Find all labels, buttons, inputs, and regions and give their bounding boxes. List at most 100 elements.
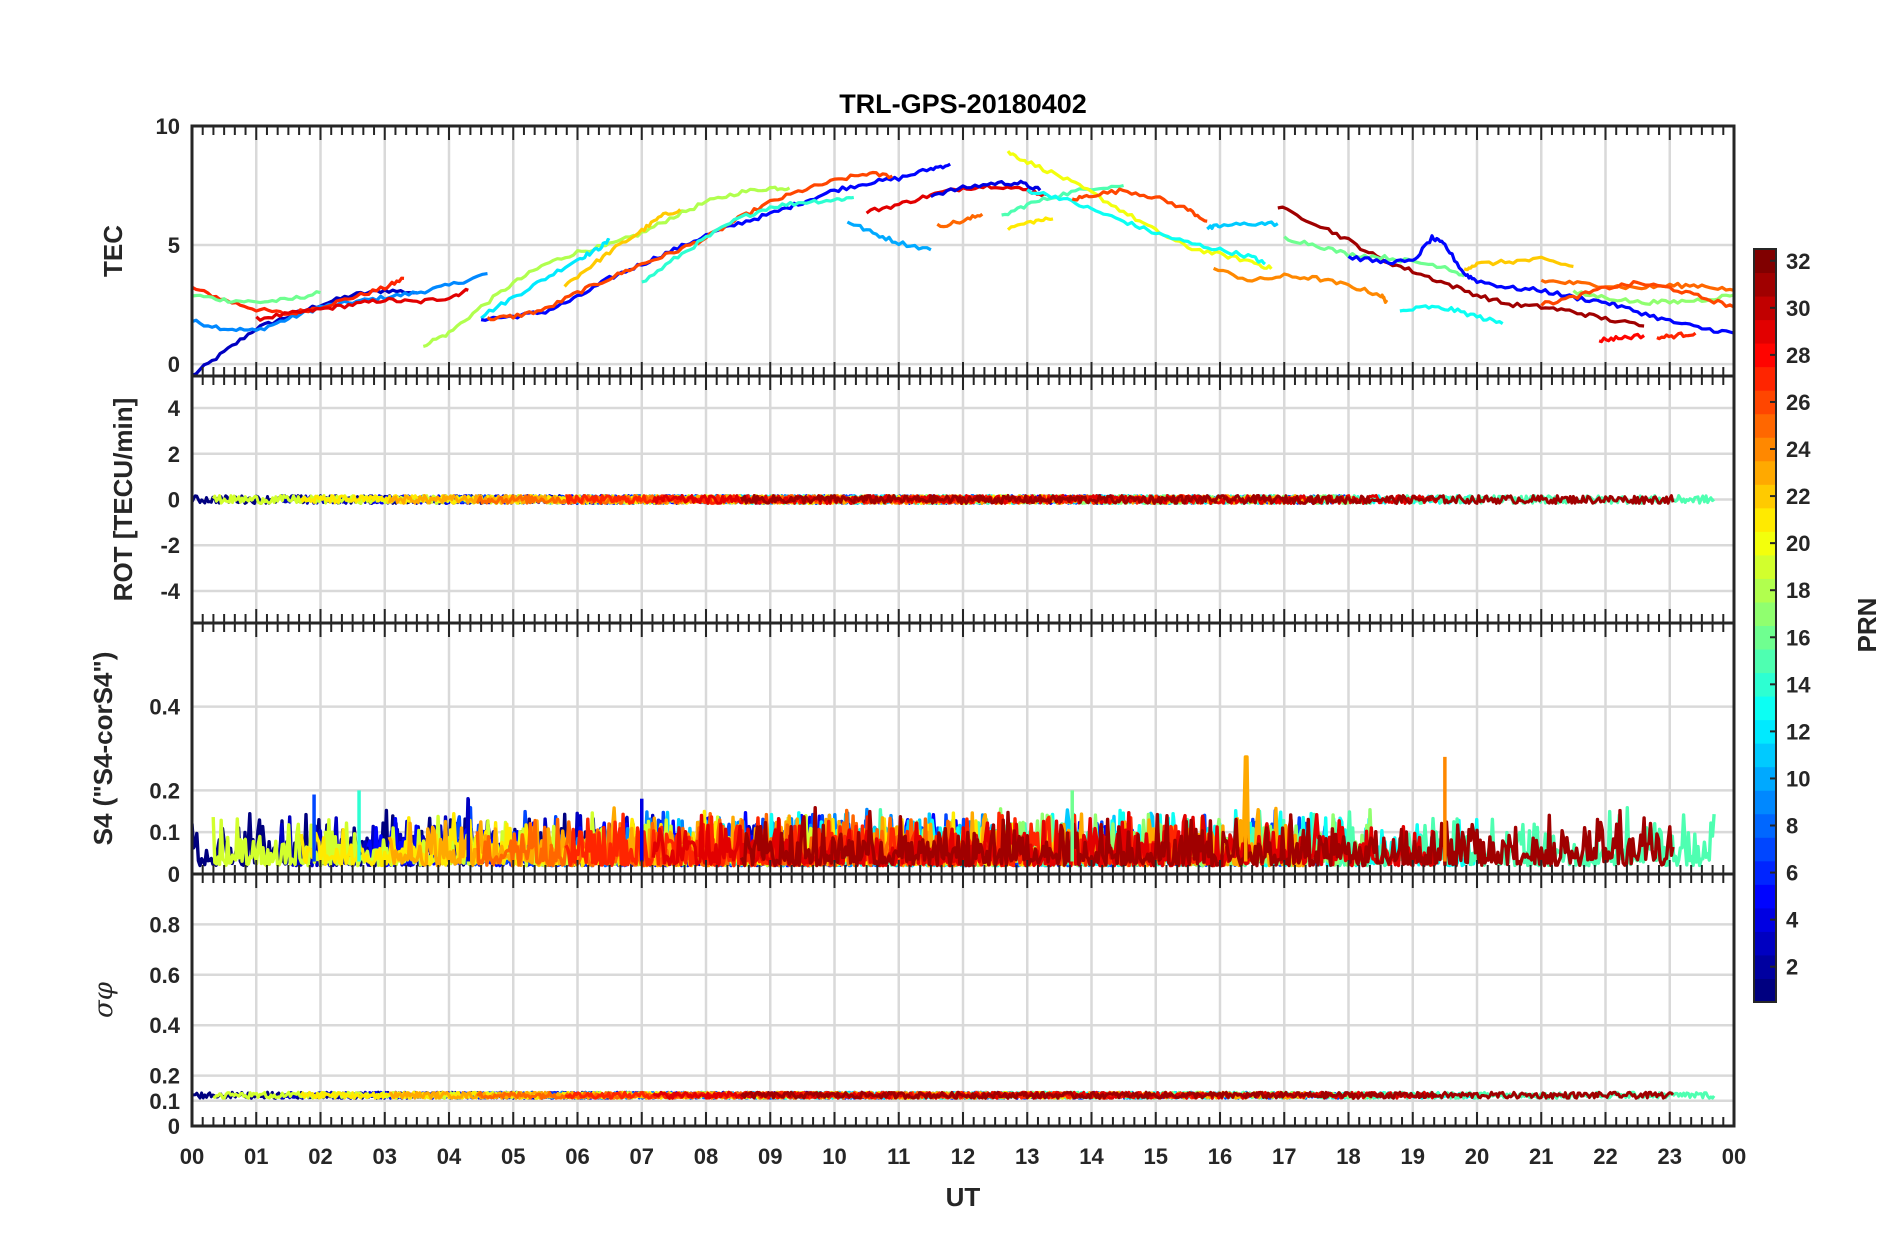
y-tick-label: 10 [156, 114, 180, 139]
tec-series-line [846, 220, 932, 252]
colorbar-tick-label: 6 [1786, 861, 1798, 886]
tec-series-line [936, 212, 984, 229]
colorbar-segment [1754, 978, 1776, 1003]
tec-series-line [1540, 280, 1734, 309]
y-tick-label: 0.2 [149, 1064, 180, 1089]
x-tick-label: 16 [1208, 1144, 1232, 1169]
colorbar-segment [1754, 296, 1776, 321]
series-group [192, 150, 1734, 376]
x-axis-label: UT [946, 1182, 981, 1212]
rot-panel: 4 2 0 -2 -4 ROT [TECU/min] [108, 374, 1736, 625]
x-tick-label: 04 [437, 1144, 462, 1169]
colorbar-segment [1754, 272, 1776, 297]
y-tick-label: -4 [160, 579, 180, 604]
tec-series-line [1206, 220, 1279, 231]
colorbar-segment [1754, 649, 1776, 674]
x-tick-label: 09 [758, 1144, 782, 1169]
y-tick-label: 0.4 [149, 695, 180, 720]
colorbar-segment [1754, 531, 1776, 556]
y-axis-label: TEC [98, 225, 128, 277]
colorbar-segment [1754, 860, 1776, 885]
tec-series-line [563, 208, 682, 288]
x-tick-label: 07 [630, 1144, 654, 1169]
tec-series-line [1277, 205, 1645, 328]
y-tick-label: 0.6 [149, 963, 180, 988]
series-group [192, 1090, 1716, 1100]
colorbar-segment [1754, 672, 1776, 697]
colorbar-segment [1754, 390, 1776, 415]
chart-title: TRL-GPS-20180402 [839, 89, 1087, 119]
colorbar-segment [1754, 813, 1776, 838]
y-tick-label: 0 [168, 352, 180, 377]
tec-series-line [1463, 255, 1574, 272]
tec-series-line [1399, 304, 1504, 325]
series-line [740, 1090, 1675, 1100]
colorbar-segment [1754, 578, 1776, 603]
tec-series-line [480, 237, 611, 320]
sigma-phi-panel: 0.8 0.6 0.4 0.20.10 σφ [89, 872, 1736, 1139]
colorbar-tick-label: 16 [1786, 625, 1810, 650]
tec-series-line [1283, 235, 1465, 278]
colorbar-segment [1754, 460, 1776, 485]
colorbar-segment [1754, 366, 1776, 391]
tec-series-line [1212, 266, 1389, 304]
x-tick-label: 00 [1722, 1144, 1746, 1169]
colorbar-tick-label: 8 [1786, 814, 1798, 839]
colorbar-segment [1754, 319, 1776, 344]
x-tick-label: 13 [1015, 1144, 1039, 1169]
y-tick-label: 5 [168, 233, 180, 258]
y-tick-label: 0.1 [149, 1089, 180, 1114]
tec-series-line [422, 185, 791, 348]
colorbar-segment [1754, 249, 1776, 274]
y-tick-label: 0.4 [149, 1013, 180, 1038]
tec-series-line [930, 179, 1042, 199]
colorbar-segment [1754, 601, 1776, 626]
colorbar-segment [1754, 507, 1776, 532]
colorbar-segment [1754, 766, 1776, 791]
y-tick-label: 0.1 [149, 820, 180, 845]
tec-panel: 0 5 10 TEC [98, 114, 1736, 378]
colorbar-segment [1754, 343, 1776, 368]
colorbar-segment [1754, 931, 1776, 956]
x-tick-label: 06 [565, 1144, 589, 1169]
colorbar-tick-label: 20 [1786, 531, 1810, 556]
colorbar-tick-label: 10 [1786, 766, 1810, 791]
x-tick-label: 23 [1658, 1144, 1682, 1169]
tec-series-line [1006, 150, 1273, 270]
x-tick-label: 01 [244, 1144, 268, 1169]
x-tick-label: 03 [373, 1144, 397, 1169]
y-tick-label: 0 [168, 488, 180, 513]
y-axis-label: ROT [TECU/min] [108, 398, 138, 602]
x-tick-label: 14 [1079, 1144, 1104, 1169]
y-axis-label: S4 ("S4-corS4") [88, 652, 118, 846]
x-tick-label: 18 [1336, 1144, 1360, 1169]
tec-series-line [1540, 278, 1734, 292]
colorbar-tick-label: 14 [1786, 672, 1811, 697]
colorbar-segment [1754, 743, 1776, 768]
colorbar-label: PRN [1852, 598, 1882, 653]
colorbar-tick-label: 18 [1786, 578, 1810, 603]
x-tick-label: 15 [1144, 1144, 1168, 1169]
tec-series-line [1347, 234, 1734, 335]
y-tick-label: 4 [168, 396, 181, 421]
y-tick-label: -2 [160, 533, 180, 558]
x-tick-label: 02 [308, 1144, 332, 1169]
colorbar-segment [1754, 954, 1776, 979]
colorbar-segment [1754, 625, 1776, 650]
tec-series-line [480, 162, 951, 322]
tec-series-line [1656, 331, 1697, 341]
tec-series-line [1001, 183, 1124, 217]
x-tick-label: 19 [1401, 1144, 1425, 1169]
series-line [739, 494, 1675, 505]
colorbar-tick-label: 22 [1786, 484, 1810, 509]
colorbar-tick-label: 4 [1786, 908, 1799, 933]
x-tick-label: 21 [1529, 1144, 1553, 1169]
s4-panel: 0.4 0.2 0.1 0 S4 ("S4-corS4") [88, 621, 1736, 887]
colorbar-segment [1754, 837, 1776, 862]
x-tick-label: 22 [1593, 1144, 1617, 1169]
tec-series-line [641, 195, 855, 284]
colorbar-segment [1754, 790, 1776, 815]
y-tick-label: 0.8 [149, 912, 180, 937]
